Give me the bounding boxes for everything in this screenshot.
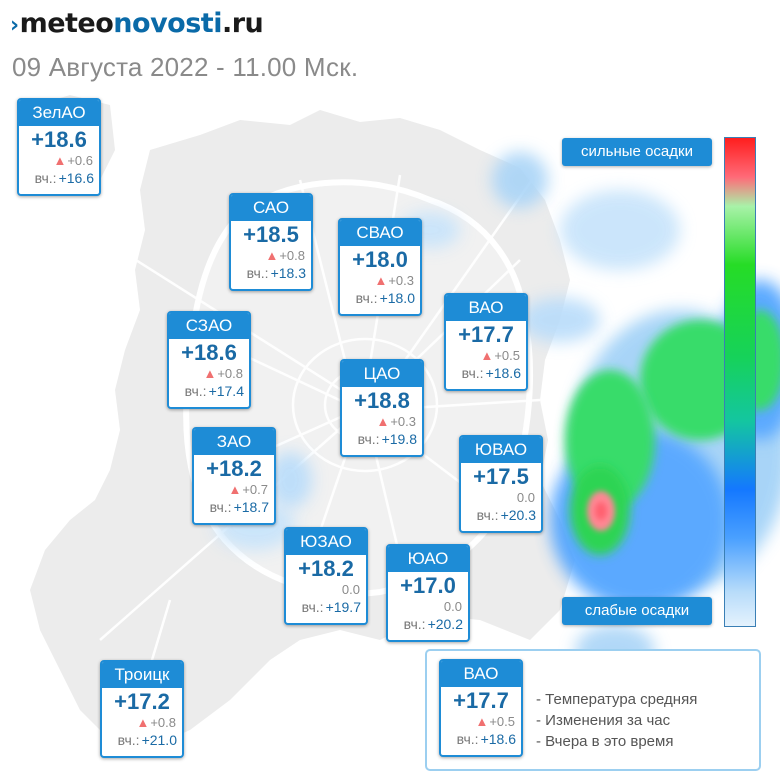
yesterday-temperature: вч.: +18.0 (355, 290, 415, 306)
precipitation-color-scale (724, 137, 756, 627)
temperature-value: +18.6 (181, 340, 237, 365)
district-card-vao: ВАО +17.7 ▲+0.5 вч.: +18.6 (444, 293, 528, 391)
district-card-troitsk: Троицк +17.2 ▲+0.8 вч.: +21.0 (100, 660, 184, 758)
hourly-change: ▲+0.8 (203, 366, 243, 381)
district-card-cao: ЦАО +18.8 ▲+0.3 вч.: +19.8 (340, 359, 424, 457)
district-card-yuao: ЮАО +17.0 0.0 вч.: +20.2 (386, 544, 470, 642)
temperature-value: +17.7 (458, 322, 514, 347)
site-logo[interactable]: ›meteonovosti.ru (10, 8, 264, 42)
rise-arrow-icon: ▲ (203, 366, 217, 381)
rise-arrow-icon: ▲ (53, 153, 67, 168)
hourly-change: ▲+0.6 (53, 153, 93, 168)
district-card-zelao: ЗелАО +18.6 ▲+0.6 вч.: +16.6 (17, 98, 101, 196)
hourly-change: ▲+0.3 (376, 414, 416, 429)
hourly-change: ▲+0.7 (228, 482, 268, 497)
legend-box: ВАО +17.7 ▲+0.5 вч.: +18.6 - Температура … (425, 649, 761, 771)
rise-arrow-icon: ▲ (265, 248, 279, 263)
temperature-value: +17.5 (473, 464, 529, 489)
district-name: СВАО (340, 220, 420, 246)
rise-arrow-icon: ▲ (136, 715, 150, 730)
logo-ru: .ru (221, 8, 264, 39)
temperature-value: +18.6 (31, 127, 87, 152)
district-name: САО (231, 195, 311, 221)
yesterday-temperature: вч.: +16.6 (34, 170, 94, 186)
temperature-value: +18.2 (298, 556, 354, 581)
temperature-value: +18.8 (354, 388, 410, 413)
district-card-sao: САО +18.5 ▲+0.8 вч.: +18.3 (229, 193, 313, 291)
hourly-change: 0.0 (443, 599, 462, 614)
rise-arrow-icon: ▲ (475, 714, 489, 729)
district-card-svao: СВАО +18.0 ▲+0.3 вч.: +18.0 (338, 218, 422, 316)
yesterday-temperature: вч.: +19.8 (357, 431, 417, 447)
rise-arrow-icon: ▲ (480, 348, 494, 363)
temperature-value: +18.5 (243, 222, 299, 247)
hourly-change: 0.0 (516, 490, 535, 505)
light-precipitation-label: слабые осадки (562, 597, 712, 625)
district-card-szao: СЗАО +18.6 ▲+0.8 вч.: +17.4 (167, 311, 251, 409)
rise-arrow-icon: ▲ (376, 414, 390, 429)
yesterday-temperature: вч.: +21.0 (117, 732, 177, 748)
yesterday-temperature: вч.: +17.4 (184, 383, 244, 399)
district-name: ВАО (446, 295, 526, 321)
district-name: ЦАО (342, 361, 422, 387)
hourly-change: ▲+0.5 (475, 714, 515, 729)
legend-sample-card: ВАО +17.7 ▲+0.5 вч.: +18.6 (439, 659, 523, 757)
legend-item-hourly-change: - Изменения за час (536, 712, 671, 729)
district-name: СЗАО (169, 313, 249, 339)
heavy-precipitation-label: сильные осадки (562, 138, 712, 166)
temperature-value: +17.2 (114, 689, 170, 714)
district-card-zao: ЗАО +18.2 ▲+0.7 вч.: +18.7 (192, 427, 276, 525)
hourly-change: ▲+0.5 (480, 348, 520, 363)
temperature-value: +18.2 (206, 456, 262, 481)
yesterday-temperature: вч.: +18.7 (209, 499, 269, 515)
rise-arrow-icon: ▲ (228, 482, 242, 497)
legend-item-yesterday: - Вчера в это время (536, 733, 674, 750)
district-card-yuvao: ЮВАО +17.5 0.0 вч.: +20.3 (459, 435, 543, 533)
legend-item-average-temp: - Температура средняя (536, 691, 698, 708)
logo-novosti: novosti (113, 8, 222, 39)
district-name: ЮАО (388, 546, 468, 572)
district-name: ВАО (441, 661, 521, 687)
district-name: Троицк (102, 662, 182, 688)
temperature-value: +18.0 (352, 247, 408, 272)
logo-meteo: meteo (19, 8, 114, 39)
hourly-change: ▲+0.8 (265, 248, 305, 263)
district-name: ЗелАО (19, 100, 99, 126)
date-time-subtitle: 09 Августа 2022 - 11.00 Мск. (12, 52, 359, 82)
chevron-logo-icon: › (10, 13, 19, 38)
yesterday-temperature: вч.: +19.7 (301, 599, 361, 615)
hourly-change: ▲+0.3 (374, 273, 414, 288)
yesterday-temperature: вч.: +18.3 (246, 265, 306, 281)
temperature-value: +17.7 (453, 688, 509, 713)
district-card-yuzao: ЮЗАО +18.2 0.0 вч.: +19.7 (284, 527, 368, 625)
district-name: ЮВАО (461, 437, 541, 463)
district-name: ЮЗАО (286, 529, 366, 555)
temperature-value: +17.0 (400, 573, 456, 598)
hourly-change: ▲+0.8 (136, 715, 176, 730)
hourly-change: 0.0 (341, 582, 360, 597)
yesterday-temperature: вч.: +18.6 (461, 365, 521, 381)
district-name: ЗАО (194, 429, 274, 455)
yesterday-temperature: вч.: +18.6 (456, 731, 516, 747)
yesterday-temperature: вч.: +20.3 (476, 507, 536, 523)
rise-arrow-icon: ▲ (374, 273, 388, 288)
yesterday-temperature: вч.: +20.2 (403, 616, 463, 632)
